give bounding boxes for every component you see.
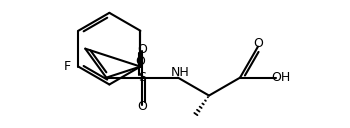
Text: O: O <box>135 55 145 68</box>
Text: OH: OH <box>271 71 290 84</box>
Text: F: F <box>64 60 71 73</box>
Text: O: O <box>137 43 147 56</box>
Text: S: S <box>138 71 146 84</box>
Text: O: O <box>137 100 147 113</box>
Text: NH: NH <box>171 66 189 79</box>
Text: O: O <box>253 37 263 50</box>
